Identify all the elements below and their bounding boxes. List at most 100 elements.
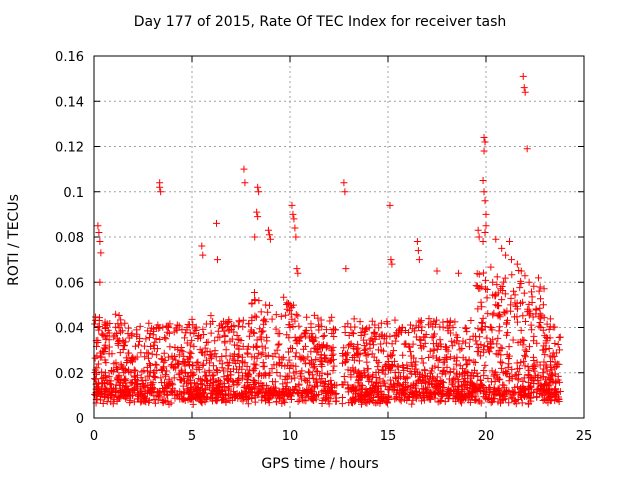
- data-point: [315, 326, 323, 334]
- data-point: [387, 366, 395, 374]
- data-point: [224, 326, 232, 334]
- data-point: [154, 396, 162, 404]
- data-point: [97, 249, 105, 257]
- data-point: [257, 351, 265, 359]
- data-point: [395, 380, 403, 388]
- data-point: [444, 395, 452, 403]
- data-point: [526, 373, 534, 381]
- data-point: [406, 392, 414, 400]
- data-point: [99, 399, 107, 407]
- data-point: [327, 356, 335, 364]
- data-point: [295, 381, 303, 389]
- data-point: [551, 340, 559, 348]
- data-point: [472, 396, 480, 404]
- data-point: [392, 337, 400, 345]
- data-point: [313, 348, 321, 356]
- data-point: [492, 235, 500, 243]
- data-point: [321, 382, 329, 390]
- data-point: [198, 399, 206, 407]
- data-point: [318, 388, 326, 396]
- data-point: [283, 379, 291, 387]
- data-point: [177, 376, 185, 384]
- data-point: [505, 352, 513, 360]
- data-point: [355, 368, 363, 376]
- data-point: [276, 372, 284, 380]
- data-point: [436, 379, 444, 387]
- data-point: [390, 347, 398, 355]
- data-point: [387, 380, 395, 388]
- data-point: [481, 138, 489, 146]
- data-point: [328, 330, 336, 338]
- data-point: [517, 280, 525, 288]
- data-point: [199, 251, 207, 259]
- data-point: [459, 354, 467, 362]
- data-point: [420, 396, 428, 404]
- data-point: [540, 285, 548, 293]
- data-point: [308, 371, 316, 379]
- data-point: [482, 285, 490, 293]
- data-point: [546, 375, 554, 383]
- data-point: [308, 330, 316, 338]
- data-point: [463, 360, 471, 368]
- data-point: [121, 377, 129, 385]
- data-point: [539, 391, 547, 399]
- data-point: [488, 395, 496, 403]
- data-point: [241, 179, 249, 187]
- data-point: [96, 278, 104, 286]
- data-point: [278, 399, 286, 407]
- data-point: [302, 326, 310, 334]
- data-point: [413, 238, 421, 246]
- data-point: [230, 378, 238, 386]
- data-point: [483, 286, 491, 294]
- data-point: [436, 336, 444, 344]
- data-point: [342, 265, 350, 273]
- data-point: [399, 351, 407, 359]
- data-point: [149, 379, 157, 387]
- data-point: [201, 372, 209, 380]
- data-point: [427, 319, 435, 327]
- data-point: [354, 340, 362, 348]
- data-point: [101, 384, 109, 392]
- data-point: [311, 344, 319, 352]
- data-point: [201, 368, 209, 376]
- data-point: [528, 326, 536, 334]
- data-point: [508, 387, 516, 395]
- data-point: [187, 350, 195, 358]
- data-point: [494, 302, 502, 310]
- data-point: [480, 383, 488, 391]
- data-point: [224, 375, 232, 383]
- data-point: [251, 364, 259, 372]
- data-point: [505, 399, 513, 407]
- data-point: [247, 326, 255, 334]
- data-point: [480, 147, 488, 155]
- data-point: [375, 393, 383, 401]
- data-point: [285, 356, 293, 364]
- data-point: [235, 363, 243, 371]
- data-point: [168, 387, 176, 395]
- data-point: [455, 370, 463, 378]
- y-tick-label: 0.1: [63, 186, 84, 201]
- data-point: [383, 398, 391, 406]
- x-tick-label: 10: [282, 429, 299, 444]
- data-point: [318, 362, 326, 370]
- data-point: [303, 386, 311, 394]
- data-point: [480, 188, 488, 196]
- data-point: [235, 345, 243, 353]
- data-point: [355, 376, 363, 384]
- data-point: [539, 369, 547, 377]
- data-point: [159, 364, 167, 372]
- data-point: [402, 391, 410, 399]
- data-point: [125, 334, 133, 342]
- data-point: [162, 335, 170, 343]
- data-point: [362, 386, 370, 394]
- data-point: [437, 397, 445, 405]
- data-point: [273, 368, 281, 376]
- data-point: [235, 369, 243, 377]
- data-point: [210, 371, 218, 379]
- data-point: [504, 363, 512, 371]
- data-point: [126, 379, 134, 387]
- data-point: [365, 390, 373, 398]
- data-point: [225, 386, 233, 394]
- data-point: [556, 333, 564, 341]
